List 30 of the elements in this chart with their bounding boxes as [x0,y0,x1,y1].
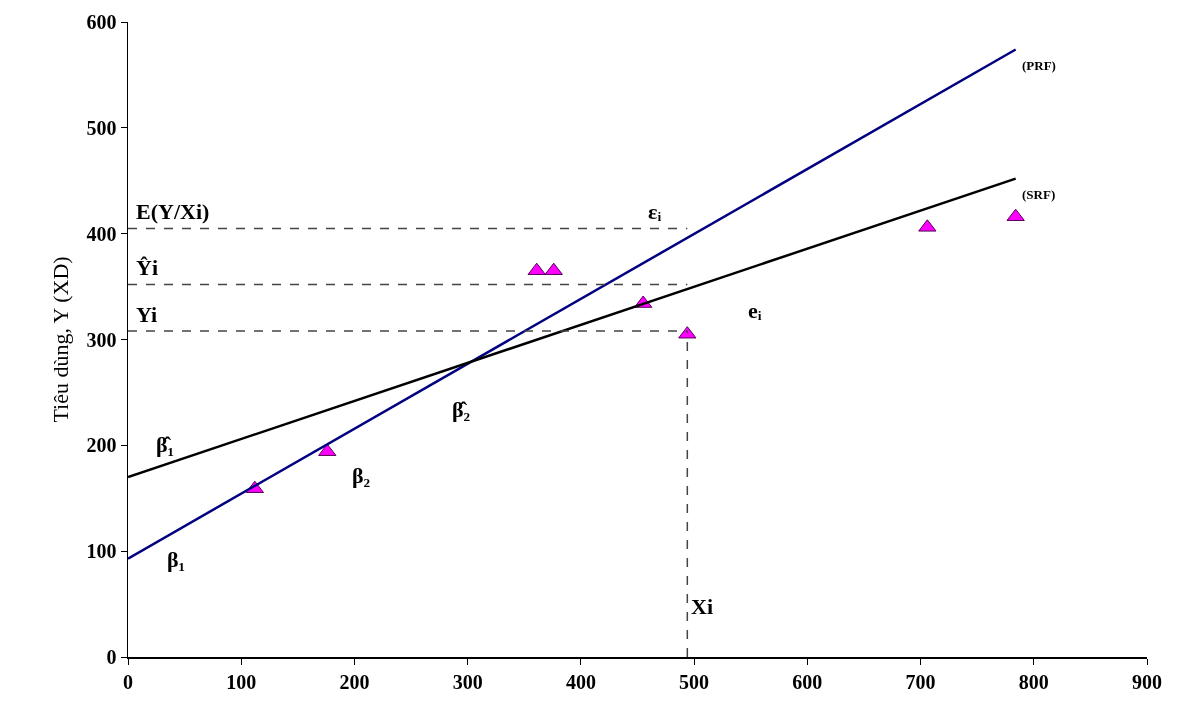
y-tick-label: 300 [86,328,117,351]
annotation: β₁ [167,547,186,572]
y-tick-label: 200 [86,434,117,457]
ref-line-label: E(Y/Xi) [136,199,210,224]
annotation: eᵢ [748,298,762,323]
series-label: (PRF) [1022,58,1056,73]
x-tick-label: 600 [792,670,823,693]
x-tick-label: 800 [1018,670,1049,693]
x-tick-label: 900 [1132,670,1162,693]
ref-line-label: Xi [691,594,713,619]
x-tick-label: 400 [565,670,596,693]
annotation: β̂₂ [452,397,471,422]
x-tick-label: 300 [452,670,483,693]
annotation: β̂₁ [156,432,175,457]
y-tick-label: 500 [86,116,117,139]
x-tick-label: 200 [339,670,370,693]
ref-line-label: Ŷi [136,255,158,280]
y-tick-label: 100 [86,540,117,563]
annotation: εᵢ [648,199,662,224]
y-tick-label: 400 [86,222,117,245]
x-tick-label: 100 [226,670,257,693]
annotation: β₂ [352,463,371,488]
y-tick-label: 600 [86,11,117,33]
y-tick-label: 0 [106,646,117,668]
x-tick-label: 500 [679,670,710,693]
series-label: (SRF) [1022,187,1056,202]
x-tick-label: 0 [123,670,133,693]
x-tick-label: 700 [905,670,936,693]
y-axis-title: Tiêu dùng, Y (XD) [47,256,73,423]
ref-line-label: Yi [136,302,158,327]
